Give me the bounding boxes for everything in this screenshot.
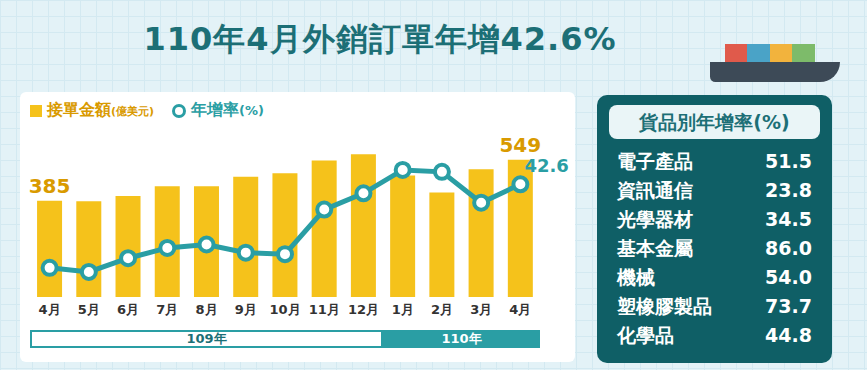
html-text:34.5: 34.5 [765,208,812,230]
svg-text:4月: 4月 [509,302,531,317]
svg-text:42.6: 42.6 [524,155,568,176]
html-text:23.8: 23.8 [765,179,812,201]
html-text:接單金額(億美元): 接單金額(億美元) [47,100,155,119]
html-text:110年: 110年 [441,331,482,346]
svg-text:549: 549 [499,133,541,157]
html-text:電子產品: 電子產品 [617,150,693,172]
svg-text:9月: 9月 [235,302,257,317]
svg-text:11月: 11月 [309,302,340,317]
html-text:光學器材: 光學器材 [617,208,693,230]
svg-text:10月: 10月 [269,302,300,317]
svg-text:6月: 6月 [117,302,139,317]
html-text:塑橡膠製品: 塑橡膠製品 [617,295,712,317]
svg-text:4月: 4月 [39,302,61,317]
svg-text:1月: 1月 [392,302,414,317]
svg-text:3月: 3月 [470,302,492,317]
svg-text:7月: 7月 [156,302,178,317]
html-text:73.7: 73.7 [765,295,812,317]
svg-text:12月: 12月 [348,302,379,317]
svg-text:385: 385 [29,174,71,198]
html-text:資訊通信: 資訊通信 [617,179,693,201]
html-text:年增率(%): 年增率(%) [191,100,264,119]
html-text:機械: 機械 [617,266,655,288]
html-text:86.0: 86.0 [765,237,812,259]
html-text:109年: 109年 [186,331,227,346]
html-text:化學品: 化學品 [617,324,674,346]
html-text:基本金屬: 基本金屬 [617,237,693,259]
html-text:51.5: 51.5 [765,150,812,172]
svg-text:8月: 8月 [196,302,218,317]
html-text:44.8: 44.8 [765,324,812,346]
html-text:110年4月外銷訂單年增42.6%: 110年4月外銷訂單年增42.6% [143,20,617,58]
svg-text:2月: 2月 [431,302,453,317]
svg-text:5月: 5月 [78,302,100,317]
html-text:貨品別年增率(%): 貨品別年增率(%) [639,111,790,133]
html-text:54.0: 54.0 [765,266,812,288]
